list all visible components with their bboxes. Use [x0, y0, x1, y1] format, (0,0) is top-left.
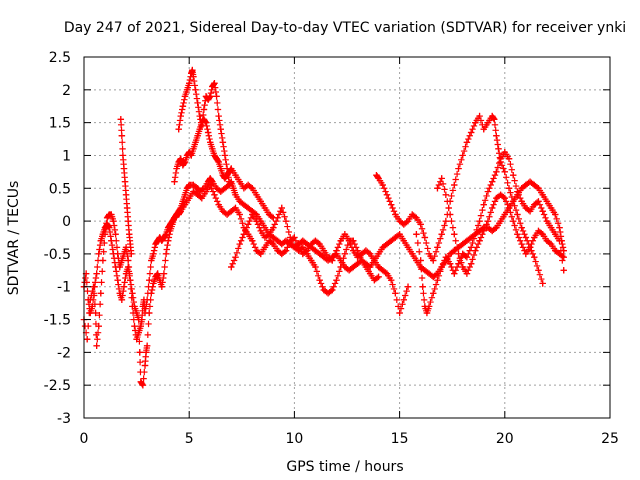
series-track-f — [228, 204, 382, 297]
series-track-c — [117, 116, 135, 258]
series-track-d — [171, 116, 277, 222]
series-trace — [434, 175, 567, 277]
series-track-h — [413, 148, 567, 317]
y-axis-label: SDTVAR / TECUs — [6, 181, 22, 296]
y-tick-label: 2 — [62, 83, 71, 99]
series-track-b — [80, 181, 412, 389]
series-trace — [171, 116, 277, 222]
x-tick-label: 25 — [601, 431, 619, 447]
y-tick-label: 0 — [62, 214, 71, 230]
series-trace — [228, 204, 382, 297]
x-tick-label: 5 — [185, 431, 194, 447]
x-tick-label: 20 — [496, 431, 514, 447]
x-tick-label: 10 — [285, 431, 303, 447]
y-tick-label: -0.5 — [44, 247, 71, 263]
series-track-g — [373, 112, 546, 287]
series-track-e — [175, 66, 233, 185]
y-tick-label: 1 — [62, 148, 71, 164]
grid-lines — [84, 57, 610, 418]
series-track-i — [434, 175, 567, 277]
data-marks — [80, 66, 567, 389]
y-tick-label: 1.5 — [49, 116, 71, 132]
y-tick-label: -3 — [57, 411, 71, 427]
x-tick-label: 15 — [391, 431, 409, 447]
y-tick-label: 2.5 — [49, 50, 71, 66]
plot-frame — [83, 56, 611, 419]
y-tick-label: -1 — [57, 280, 71, 296]
series-track-a — [80, 175, 567, 349]
axes: 0 5 10 15 20 25 -3 -2.5 -2 -1.5 -1 -0.5 0 0.5 1 1.5 2 2.5 — [44, 50, 619, 447]
y-tick-label: 0.5 — [49, 181, 71, 197]
series-trace — [373, 112, 546, 287]
series-trace — [117, 116, 135, 258]
y-tick-label: -1.5 — [44, 313, 71, 329]
chart-title: Day 247 of 2021, Sidereal Day-to-day VTE… — [64, 20, 626, 36]
series-trace — [175, 66, 233, 185]
x-axis-label: GPS time / hours — [286, 459, 403, 475]
x-tick-label: 0 — [80, 431, 89, 447]
y-tick-label: -2 — [57, 345, 71, 361]
y-tick-label: -2.5 — [44, 378, 71, 394]
